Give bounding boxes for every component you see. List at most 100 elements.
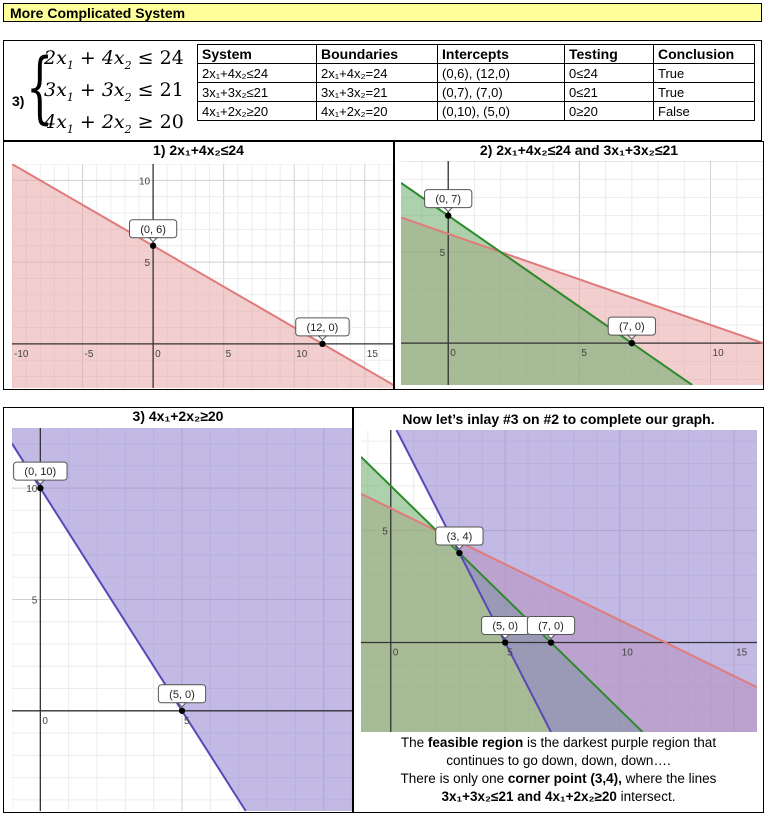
table-cell: 0≤21 [564, 82, 654, 102]
graph-3-chart: 0 5 5 10 (0, 10) (5, 0) [12, 428, 352, 811]
caption-line-1: The feasible region is the darkest purpl… [400, 735, 717, 750]
data-point [178, 707, 186, 714]
point-label-pointer [545, 634, 557, 640]
x-tick-label: -10 [14, 349, 29, 360]
point-label-pointer [176, 702, 188, 708]
graph-title: Now let’s inlay #3 on #2 to complete our… [402, 411, 715, 427]
caption-line-2: continues to go down, down, down…. [446, 753, 671, 768]
point-label: (5, 0) [492, 621, 518, 633]
table-cell: 4x₁+2x₂≥20 [197, 101, 317, 121]
table-cell: True [653, 63, 755, 83]
boundary-line [12, 164, 393, 386]
point-label: (12, 0) [307, 322, 339, 334]
data-point [319, 340, 326, 348]
column-header: Intercepts [437, 44, 565, 64]
data-point [149, 242, 157, 249]
graph-1-chart: -10 -5 0 5 10 15 5 10 (0, 6) (12, 0) [12, 164, 393, 388]
point-label: (0, 10) [24, 466, 56, 478]
y-tick-label: 5 [145, 258, 151, 269]
graph-panel-3: 3) 4x₁+2x₂≥20 0 5 5 10 (0, 10) (5, 0) [3, 407, 353, 813]
point-label: (7, 0) [538, 621, 564, 633]
graph-title: 3) 4x₁+2x₂≥20 [132, 408, 224, 424]
data-point [502, 639, 509, 646]
table-cell: (0,6), (12,0) [437, 63, 565, 83]
column-header: Conclusion [653, 44, 755, 64]
boundary-line [361, 456, 644, 732]
column-header: Boundaries [316, 44, 438, 64]
x-tick-label: 5 [507, 648, 513, 659]
x-tick-label: 5 [226, 349, 232, 360]
inequality-2: 3x1 + 3x2 ≤ 21 [44, 79, 184, 104]
graph-title: 1) 2x₁+4x₂≤24 [153, 142, 244, 158]
graph-panel-2: 2) 2x₁+4x₂≤24 and 3x₁+3x₂≤21 0 5 10 5 (0, 7)… [394, 141, 764, 390]
system-brace: { [26, 43, 54, 133]
y-tick-label: 5 [440, 248, 446, 259]
table-cell: (0,7), (7,0) [437, 82, 565, 102]
x-tick-label: 0 [42, 716, 48, 727]
x-tick-label: 10 [296, 349, 308, 360]
y-tick-label: 10 [26, 484, 38, 495]
x-tick-label: 5 [581, 348, 587, 359]
point-label: (0, 7) [435, 194, 461, 206]
point-label-pointer [147, 237, 159, 243]
data-point [547, 639, 555, 646]
point-label: (0, 6) [140, 224, 166, 236]
column-header: System [197, 44, 317, 64]
data-point [445, 212, 452, 219]
caption-line-4: 3x₁+3x₂≤21 and 4x₁+2x₂≥20 intersect. [441, 789, 676, 804]
graph-panel-4: Now let’s inlay #3 on #2 to complete our… [353, 407, 764, 813]
data-point [456, 549, 463, 557]
x-tick-label: 0 [155, 349, 161, 360]
x-tick-label: 0 [450, 348, 456, 359]
x-tick-label: 10 [622, 648, 634, 659]
data-point [628, 339, 636, 347]
point-label-pointer [35, 479, 46, 485]
inequality-3: 4x1 + 2x2 ≥ 20 [44, 111, 184, 136]
inequality-1: 2x1 + 4x2 ≤ 24 [44, 47, 184, 72]
table-cell: (0,10), (5,0) [437, 101, 565, 121]
section-header: More Complicated System [3, 3, 762, 22]
feasible-region-3 [396, 430, 757, 732]
y-tick-label: 10 [139, 176, 151, 187]
feasible-region-1 [12, 428, 352, 811]
y-tick-label: 5 [32, 595, 38, 606]
graph-4-chart: 0 5 10 15 5 (3, 4) (5, 0) (7, 0) [361, 430, 757, 732]
point-label: (5, 0) [169, 689, 195, 701]
table-row: 3x₁+3x₂≤21 3x₁+3x₂=21 (0,7), (7,0) 0≤21 … [197, 82, 755, 102]
point-label-pointer [317, 335, 328, 341]
x-tick-label: 15 [736, 648, 748, 659]
system-number: 3) [12, 93, 25, 109]
table-row: 2x₁+4x₂≤24 2x₁+4x₂=24 (0,6), (12,0) 0≤24… [197, 63, 755, 83]
boundary-line [12, 443, 247, 811]
point-label-pointer [626, 334, 638, 340]
boundary-line [361, 492, 757, 689]
point-label-pointer [443, 207, 454, 213]
point-label: (3, 4) [447, 531, 473, 543]
graph-title: 2) 2x₁+4x₂≤24 and 3x₁+3x₂≤21 [479, 142, 679, 158]
table-cell: 3x₁+3x₂≤21 [197, 82, 317, 102]
point-label-pointer [500, 634, 511, 640]
x-tick-label: 5 [184, 716, 190, 727]
table-cell: 4x₁+2x₂=20 [316, 101, 438, 121]
graph-2-chart: 0 5 10 5 (0, 7) (7, 0) [401, 161, 763, 385]
table-cell: 0≤24 [564, 63, 654, 83]
table-cell: 2x₁+4x₂=24 [316, 63, 438, 83]
table-cell: True [653, 82, 755, 102]
table-cell: 2x₁+4x₂≤24 [197, 63, 317, 83]
point-label-pointer [454, 544, 465, 550]
column-header: Testing [564, 44, 654, 64]
y-tick-label: 5 [382, 527, 388, 538]
point-label: (7, 0) [619, 321, 645, 333]
data-point [37, 484, 44, 492]
table-cell: False [653, 101, 755, 121]
table-cell: 3x₁+3x₂=21 [316, 82, 438, 102]
x-tick-label: 10 [713, 348, 725, 359]
boundary-line [401, 216, 763, 345]
system-table: System Boundaries Intercepts Testing Con… [197, 44, 755, 121]
x-tick-label: -5 [85, 349, 94, 360]
table-cell: 0≥20 [564, 101, 654, 121]
system-box: 3) { 2x1 + 4x2 ≤ 24 3x1 + 3x2 ≤ 21 4x1 +… [3, 40, 762, 141]
caption-line-3: There is only one corner point (3,4), wh… [400, 771, 717, 786]
x-tick-label: 15 [367, 349, 379, 360]
table-header-row: System Boundaries Intercepts Testing Con… [197, 44, 755, 64]
